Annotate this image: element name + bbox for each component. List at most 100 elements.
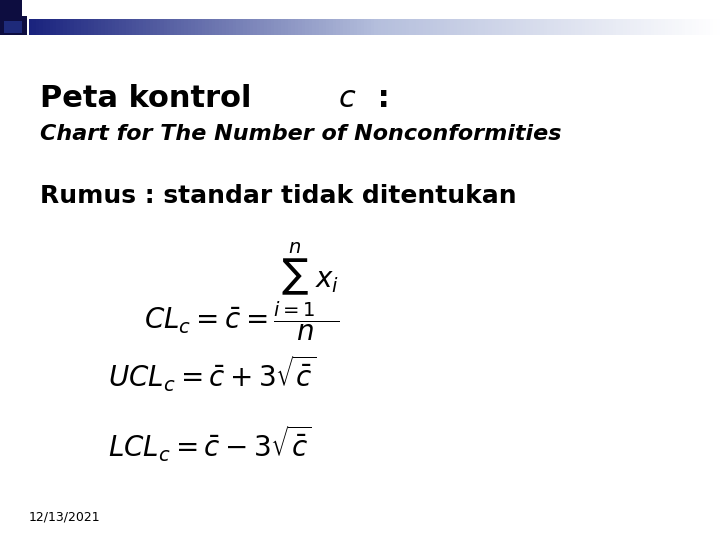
Bar xyxy=(226,19,229,35)
Bar xyxy=(150,19,153,35)
Bar xyxy=(478,19,482,35)
Bar xyxy=(278,19,281,35)
Bar xyxy=(94,19,98,35)
Bar xyxy=(53,19,56,35)
Bar xyxy=(215,19,219,35)
Bar xyxy=(678,19,682,35)
Bar xyxy=(516,19,520,35)
Bar xyxy=(267,19,271,35)
Bar xyxy=(713,19,716,35)
Bar xyxy=(202,19,205,35)
Bar xyxy=(250,19,253,35)
Bar xyxy=(50,19,53,35)
Bar xyxy=(654,19,658,35)
Bar xyxy=(153,19,157,35)
Bar xyxy=(419,19,423,35)
Bar xyxy=(122,19,125,35)
Text: Peta kontrol: Peta kontrol xyxy=(40,84,262,113)
Bar xyxy=(163,19,167,35)
Bar xyxy=(454,19,457,35)
Bar xyxy=(46,19,50,35)
Bar xyxy=(184,19,188,35)
Bar xyxy=(689,19,693,35)
Bar xyxy=(167,19,171,35)
Bar xyxy=(661,19,665,35)
Bar xyxy=(537,19,540,35)
Bar xyxy=(682,19,685,35)
Bar xyxy=(236,19,240,35)
Bar xyxy=(60,19,63,35)
Bar xyxy=(188,19,192,35)
Bar xyxy=(413,19,416,35)
Bar xyxy=(91,19,94,35)
Bar xyxy=(499,19,503,35)
Bar xyxy=(56,19,60,35)
Bar xyxy=(77,19,81,35)
Bar xyxy=(495,19,499,35)
Bar xyxy=(710,19,713,35)
Bar xyxy=(547,19,551,35)
Bar xyxy=(32,19,36,35)
Bar xyxy=(544,19,547,35)
Text: :: : xyxy=(367,84,390,113)
Bar xyxy=(658,19,661,35)
Bar xyxy=(474,19,478,35)
Bar xyxy=(374,19,378,35)
Bar xyxy=(257,19,261,35)
Bar xyxy=(112,19,115,35)
Bar xyxy=(485,19,488,35)
Bar xyxy=(0,16,27,35)
Bar xyxy=(312,19,315,35)
Bar xyxy=(409,19,413,35)
Bar xyxy=(430,19,433,35)
Bar xyxy=(364,19,367,35)
Bar xyxy=(665,19,668,35)
Text: Rumus : standar tidak ditentukan: Rumus : standar tidak ditentukan xyxy=(40,184,516,207)
Bar xyxy=(471,19,474,35)
Bar xyxy=(323,19,326,35)
Bar xyxy=(703,19,706,35)
Bar xyxy=(388,19,392,35)
Bar xyxy=(222,19,226,35)
Bar xyxy=(105,19,108,35)
Bar xyxy=(630,19,634,35)
Bar xyxy=(63,19,67,35)
Bar xyxy=(392,19,395,35)
Bar xyxy=(599,19,603,35)
Bar xyxy=(240,19,243,35)
Bar xyxy=(274,19,278,35)
Bar xyxy=(616,19,620,35)
Bar xyxy=(330,19,333,35)
Bar xyxy=(36,19,39,35)
Bar xyxy=(509,19,513,35)
Bar xyxy=(357,19,361,35)
Bar xyxy=(115,19,119,35)
Bar xyxy=(253,19,257,35)
Bar xyxy=(181,19,184,35)
Bar xyxy=(464,19,468,35)
Bar xyxy=(482,19,485,35)
Bar xyxy=(98,19,102,35)
Bar xyxy=(209,19,212,35)
Text: $UCL_c = \bar{c} + 3\sqrt{\bar{c}}$: $UCL_c = \bar{c} + 3\sqrt{\bar{c}}$ xyxy=(108,354,317,394)
Bar xyxy=(668,19,672,35)
Bar xyxy=(39,19,42,35)
Bar xyxy=(468,19,471,35)
Bar xyxy=(595,19,599,35)
Bar xyxy=(572,19,575,35)
Bar xyxy=(371,19,374,35)
Bar xyxy=(592,19,595,35)
Bar xyxy=(302,19,305,35)
Bar xyxy=(626,19,630,35)
Bar xyxy=(336,19,340,35)
Text: $CL_c = \bar{c} = \dfrac{\sum_{i=1}^{n} x_i}{n}$: $CL_c = \bar{c} = \dfrac{\sum_{i=1}^{n} … xyxy=(144,240,340,343)
Bar xyxy=(305,19,309,35)
Bar xyxy=(343,19,347,35)
Bar xyxy=(461,19,464,35)
Bar xyxy=(108,19,112,35)
Bar xyxy=(624,19,626,35)
Bar xyxy=(423,19,426,35)
Text: $LCL_c = \bar{c} - 3\sqrt{\bar{c}}$: $LCL_c = \bar{c} - 3\sqrt{\bar{c}}$ xyxy=(108,424,312,464)
Bar xyxy=(88,19,91,35)
Text: $c$: $c$ xyxy=(338,84,356,113)
